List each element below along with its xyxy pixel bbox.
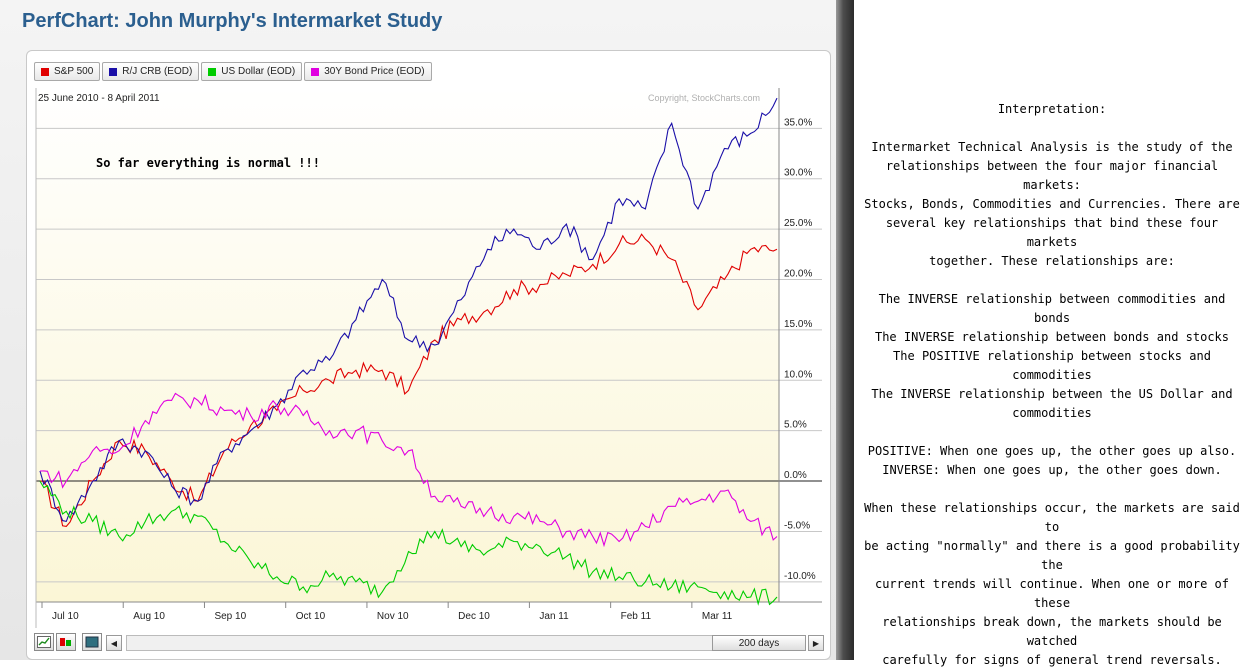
series-line [39,97,778,523]
series-line [39,392,778,548]
conclusion-line: relationships break down, the markets sh… [882,615,1222,648]
legend-label: R/J CRB (EOD) [122,66,193,77]
y-tick-label: 15.0% [784,319,812,330]
y-tick-label: 5.0% [784,420,807,431]
date-range-label: 25 June 2010 - 8 April 2011 [38,93,160,104]
interpretation-heading: Interpretation: [997,102,1107,116]
x-tick-label: Mar 11 [702,611,733,622]
y-tick-label: 25.0% [784,218,812,229]
definition-line: POSITIVE: When one goes up, the other go… [867,444,1237,458]
intro-line: relationships between the four major fin… [885,159,1219,192]
legend-item[interactable]: S&P 500 [34,62,101,81]
scroll-left-button[interactable]: ◀ [106,635,122,651]
relationship-line: commodities [1012,406,1092,420]
x-tick-label: Dec 10 [458,611,490,622]
spacer [860,480,1244,499]
histogram-icon[interactable] [82,633,102,651]
spacer [860,271,1244,290]
line-chart-icon[interactable] [34,633,54,651]
chart-annotation: So far everything is normal !!! [96,156,320,170]
legend: S&P 500 R/J CRB (EOD) US Dollar (EOD) 30Y B… [34,62,434,81]
y-tick-label: -5.0% [784,520,810,531]
y-tick-label: 30.0% [784,168,812,179]
relationship-line: The INVERSE relationship between commodi… [878,292,1226,306]
x-tick-label: Feb 11 [621,611,652,622]
chart-controls: ◀ 200 days ▶ [34,632,826,654]
intro-line: together. These relationships are: [929,254,1175,268]
conclusion-line: When these relationships occur, the mark… [864,501,1240,534]
panel-shadow [836,0,854,660]
scroll-track[interactable] [126,635,800,651]
legend-label: S&P 500 [54,66,94,77]
page-title: PerfChart: John Murphy's Intermarket Stu… [22,10,443,32]
x-tick-label: Jan 11 [539,611,569,622]
y-tick-label: -10.0% [784,571,816,582]
intro-line: several key relationships that bind thes… [885,216,1219,249]
copyright-label: Copyright, StockCharts.com [648,93,761,103]
intro-line: Stocks, Bonds, Commodities and Currencie… [864,197,1240,211]
legend-label: 30Y Bond Price (EOD) [324,66,425,77]
relationship-line: commodities [1012,368,1092,382]
y-tick-label: 20.0% [784,268,812,279]
relationship-line: The INVERSE relationship between bonds a… [874,330,1229,344]
scroll-right-button[interactable]: ▶ [808,635,824,651]
spacer [860,423,1244,442]
series-line [39,233,778,527]
relationship-line: The INVERSE relationship between the US … [871,387,1233,401]
legend-swatch [109,67,118,76]
legend-swatch [311,67,320,76]
legend-label: US Dollar (EOD) [221,66,296,77]
bar-chart-icon[interactable] [56,633,76,651]
conclusion-line: current trends will continue. When one o… [874,577,1229,610]
conclusion-line: carefully for signs of general trend rev… [882,653,1222,667]
perf-chart: 35.0% 30.0% 25.0% 20.0% 15.0% 10.0% 5.0% 0.0% -5… [35,88,822,628]
legend-item[interactable]: R/J CRB (EOD) [102,62,200,81]
y-tick-label: 35.0% [784,117,812,128]
x-tick-label: Aug 10 [133,611,165,622]
x-tick-label: Nov 10 [377,611,409,622]
y-tick-label: 10.0% [784,369,812,380]
x-tick-label: Sep 10 [214,611,246,622]
relationship-line: bonds [1033,311,1071,325]
series-line [39,480,778,606]
legend-swatch [208,67,217,76]
legend-swatch [41,67,49,76]
interpretation-panel: Interpretation: Intermarket Technical Ana… [860,100,1244,670]
plot-area [36,88,779,602]
conclusion-line: be acting "normally" and there is a good… [864,539,1240,572]
relationship-line: The POSITIVE relationship between stocks… [893,349,1211,363]
x-tick-label: Oct 10 [296,611,326,622]
days-select[interactable]: 200 days [712,635,806,651]
definition-line: INVERSE: When one goes up, the other goe… [882,463,1222,477]
y-tick-label: 0.0% [784,470,807,481]
legend-item[interactable]: US Dollar (EOD) [201,62,303,81]
x-tick-label: Jul 10 [52,611,79,622]
legend-item[interactable]: 30Y Bond Price (EOD) [304,62,432,81]
intro-line: Intermarket Technical Analysis is the st… [871,140,1233,154]
spacer [860,119,1244,138]
